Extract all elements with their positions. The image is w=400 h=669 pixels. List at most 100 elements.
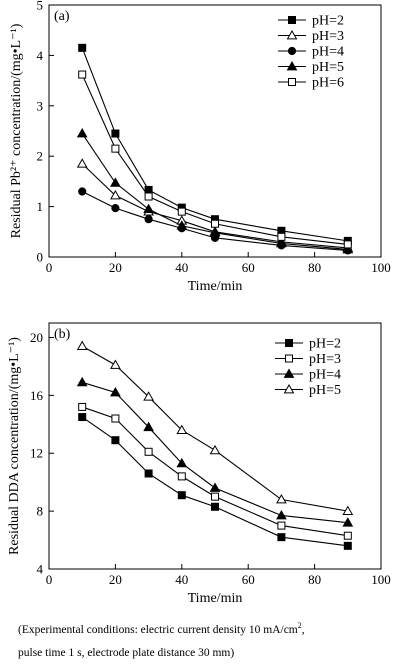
data-point (209, 227, 221, 237)
caption-line-2: pulse time 1 s, electrode plate distance… (18, 646, 235, 659)
data-point (144, 447, 153, 456)
legend-label: pH=3 (312, 29, 344, 44)
data-point (143, 391, 154, 401)
data-point (276, 509, 287, 520)
y-tick-label: 3 (37, 98, 44, 113)
data-point (211, 502, 219, 511)
legend-label: pH=5 (309, 383, 341, 398)
data-point (277, 232, 286, 241)
legend-entry: pH=2 (275, 337, 341, 352)
y-tick-label: 2 (37, 149, 44, 164)
data-point (144, 192, 153, 201)
series-line (81, 416, 348, 547)
panel-label: (b) (54, 327, 71, 342)
legend-marker (286, 29, 298, 40)
legend-marker (285, 354, 293, 363)
y-axis-title: Residual DDA concentration/(mg•L⁻¹) (7, 337, 22, 555)
x-tick-label: 20 (109, 260, 122, 275)
legend-entry: pH=6 (278, 76, 344, 91)
series-pH=6 (78, 70, 352, 249)
data-point (211, 492, 219, 501)
x-tick-label: 0 (46, 572, 53, 587)
x-tick-label: 80 (308, 260, 321, 275)
data-point (111, 144, 120, 153)
legend-marker (288, 16, 296, 24)
data-point (78, 70, 87, 79)
data-point (78, 43, 87, 52)
data-point (177, 472, 186, 481)
legend-label: pH=4 (312, 45, 344, 60)
data-point (342, 517, 354, 527)
caption-line-1-end: , (301, 623, 305, 636)
y-tick-label: 16 (30, 388, 44, 403)
data-point (76, 340, 88, 351)
data-point (342, 243, 354, 254)
legend-entry: pH=3 (278, 29, 344, 44)
data-point (177, 207, 186, 216)
legend-entry: pH=4 (278, 45, 344, 60)
legend-entry: pH=2 (278, 14, 344, 29)
data-point (110, 359, 121, 369)
data-point (277, 533, 286, 542)
legend-entry: pH=3 (275, 352, 341, 367)
series-pH=4 (76, 376, 354, 527)
legend-label: pH=2 (309, 337, 341, 352)
data-point (277, 521, 286, 530)
legend-label: pH=3 (309, 352, 341, 367)
y-tick-label: 1 (37, 199, 44, 214)
plot-frame (48, 322, 382, 570)
data-point (76, 128, 88, 138)
data-point (143, 203, 154, 213)
x-tick-label: 20 (109, 572, 122, 587)
y-tick-label: 4 (37, 48, 44, 63)
y-tick-label: 8 (37, 504, 44, 519)
data-point (209, 444, 221, 455)
x-tick-label: 0 (46, 260, 53, 275)
data-point (76, 158, 88, 168)
data-point (176, 424, 188, 434)
data-point (110, 177, 121, 187)
series-line (81, 47, 348, 242)
x-tick-label: 60 (242, 572, 255, 587)
data-point (144, 215, 153, 224)
series-pH=3 (78, 402, 352, 540)
caption-line-1: (Experimental conditions: electric curre… (18, 614, 396, 642)
y-axis-title: Residual Pb²⁺ concentration/(mg•L⁻¹) (9, 23, 24, 238)
series-line (82, 406, 348, 537)
data-point (176, 220, 188, 230)
data-point (111, 414, 120, 423)
data-point (78, 402, 87, 411)
data-point (76, 376, 88, 387)
legend-label: pH=4 (309, 368, 341, 383)
caption-superscript: 2 (297, 621, 302, 630)
data-point (78, 413, 87, 422)
series-pH=2 (78, 43, 352, 245)
data-point (110, 190, 121, 200)
data-point (209, 482, 221, 492)
data-point (211, 219, 219, 228)
legend-marker (283, 368, 295, 378)
x-tick-label: 100 (371, 260, 391, 275)
legend-label: pH=5 (312, 60, 344, 75)
y-tick-label: 12 (30, 446, 43, 461)
data-point (343, 541, 352, 550)
data-point (276, 494, 287, 504)
legend-entry: pH=5 (275, 383, 341, 398)
x-tick-label: 100 (371, 572, 391, 587)
data-point (111, 129, 120, 138)
legend-marker (288, 78, 296, 86)
data-point (343, 531, 352, 540)
legend-label: pH=2 (312, 14, 344, 29)
plot-frame (48, 4, 382, 258)
legend-marker (287, 46, 297, 56)
caption-line-1-text: (Experimental conditions: electric curre… (18, 623, 298, 636)
data-point (343, 240, 352, 249)
y-tick-label: 20 (30, 330, 43, 345)
data-point (111, 436, 120, 445)
data-point (143, 421, 154, 432)
y-tick-label: 5 (37, 0, 44, 13)
data-point (110, 386, 121, 397)
x-tick-label: 60 (242, 260, 255, 275)
y-tick-label: 0 (37, 250, 44, 265)
